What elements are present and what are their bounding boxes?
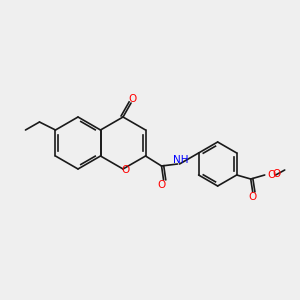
Text: NH: NH	[173, 155, 188, 165]
Text: O: O	[273, 169, 281, 179]
Text: O: O	[268, 170, 276, 180]
Text: O: O	[158, 180, 166, 190]
Text: O: O	[128, 94, 136, 104]
Text: O: O	[249, 192, 257, 202]
Text: O: O	[121, 165, 129, 175]
